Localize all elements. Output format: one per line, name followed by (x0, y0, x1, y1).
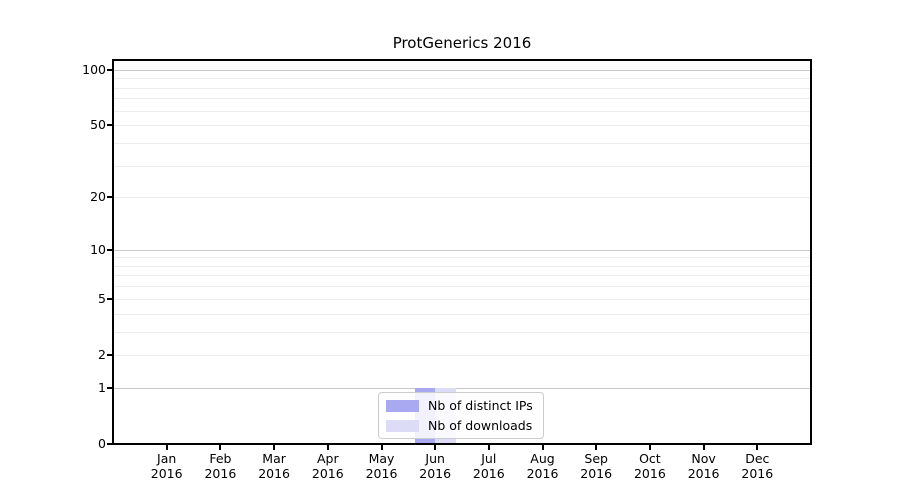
y-tick-label: 20 (90, 189, 106, 205)
x-tick-mark (273, 445, 276, 450)
year-label: 2016 (258, 466, 290, 481)
month-label: Dec (745, 451, 770, 466)
right-spine (810, 59, 812, 445)
y-tick-mark (107, 386, 112, 389)
year-label: 2016 (741, 466, 774, 481)
x-tick-mark (380, 445, 383, 450)
x-tick-mark (487, 445, 490, 450)
x-tick-mark (165, 445, 168, 450)
y-tick-label: 0 (98, 436, 106, 451)
x-tick-mark (595, 445, 598, 450)
gridline-major (113, 249, 811, 251)
x-tick-mark (219, 445, 222, 450)
month-label: Feb (209, 451, 232, 466)
month-label: Nov (691, 451, 716, 466)
gridline-major (113, 69, 811, 71)
left-spine (112, 59, 114, 445)
gridline-minor (113, 354, 811, 356)
y-tick-mark (107, 68, 112, 71)
month-label: May (368, 451, 395, 466)
y-tick-label: 1 (98, 379, 106, 395)
year-label: 2016 (472, 466, 505, 481)
year-label: 2016 (687, 466, 720, 481)
gridline-minor (113, 87, 811, 89)
y-tick-label: 50 (90, 117, 106, 133)
year-label: 2016 (365, 466, 398, 481)
year-label: 2016 (150, 466, 183, 481)
month-label: Sep (584, 451, 608, 466)
x-tick-mark (756, 445, 759, 450)
x-tick-mark (326, 445, 329, 450)
x-tick-mark (702, 445, 705, 450)
x-tick-mark (648, 445, 651, 450)
gridline-minor (113, 313, 811, 315)
gridline-minor (113, 110, 811, 112)
gridline-minor (113, 265, 811, 267)
legend-item-distinct-ips: Nb of distinct IPs (386, 398, 533, 413)
x-tick-label: Aug 2016 (511, 451, 575, 481)
year-label: 2016 (526, 466, 559, 481)
gridline-minor (113, 78, 811, 80)
x-tick-label: Feb 2016 (188, 451, 252, 481)
y-tick-mark (107, 124, 112, 127)
legend-label-downloads: Nb of downloads (428, 418, 533, 433)
y-tick-mark (107, 196, 112, 199)
y-tick-mark (107, 248, 112, 251)
year-label: 2016 (580, 466, 613, 481)
gridline-minor (113, 286, 811, 288)
legend-label-distinct-ips: Nb of distinct IPs (428, 398, 533, 413)
y-tick-mark (107, 297, 112, 300)
month-label: Jun (425, 451, 445, 466)
month-label: Jul (481, 451, 497, 466)
month-label: Jan (157, 451, 177, 466)
gridline-minor (113, 197, 811, 199)
x-tick-label: Apr 2016 (296, 451, 360, 481)
x-tick-label: Jun 2016 (403, 451, 467, 481)
bottom-spine (112, 443, 812, 445)
x-tick-label: Mar 2016 (242, 451, 306, 481)
y-tick-label: 2 (98, 346, 106, 362)
legend-swatch-downloads (386, 419, 419, 432)
year-label: 2016 (204, 466, 237, 481)
gridline-minor (113, 257, 811, 259)
x-tick-mark (434, 445, 437, 450)
gridline-minor (113, 331, 811, 333)
gridline-minor (113, 298, 811, 300)
y-tick-mark (107, 353, 112, 356)
month-label: Aug (530, 451, 555, 466)
x-tick-label: Sep 2016 (564, 451, 628, 481)
month-label: Oct (639, 451, 661, 466)
year-label: 2016 (419, 466, 452, 481)
chart-title: ProtGenerics 2016 (392, 34, 532, 52)
year-label: 2016 (311, 466, 344, 481)
legend-item-downloads: Nb of downloads (386, 418, 533, 433)
legend-swatch-distinct-ips (386, 399, 419, 412)
x-tick-label: Oct 2016 (618, 451, 682, 481)
month-label: Apr (316, 451, 339, 466)
x-tick-label: Dec 2016 (725, 451, 789, 481)
top-spine (112, 59, 812, 61)
x-tick-label: May 2016 (350, 451, 414, 481)
plot-area (113, 60, 811, 444)
gridline-major (113, 387, 811, 389)
gridline-minor (113, 142, 811, 144)
x-tick-mark (541, 445, 544, 450)
y-tick-label: 100 (82, 61, 106, 77)
year-label: 2016 (633, 466, 666, 481)
x-tick-label: Nov 2016 (672, 451, 736, 481)
y-tick-mark (107, 443, 112, 445)
y-tick-label: 10 (90, 241, 106, 257)
legend: Nb of distinct IPs Nb of downloads (378, 392, 544, 439)
month-label: Mar (262, 451, 286, 466)
x-tick-label: Jul 2016 (457, 451, 521, 481)
gridline-minor (113, 98, 811, 100)
x-tick-label: Jan 2016 (135, 451, 199, 481)
gridline-minor (113, 125, 811, 127)
y-tick-label: 5 (98, 290, 106, 306)
gridline-minor (113, 165, 811, 167)
gridline-minor (113, 275, 811, 277)
